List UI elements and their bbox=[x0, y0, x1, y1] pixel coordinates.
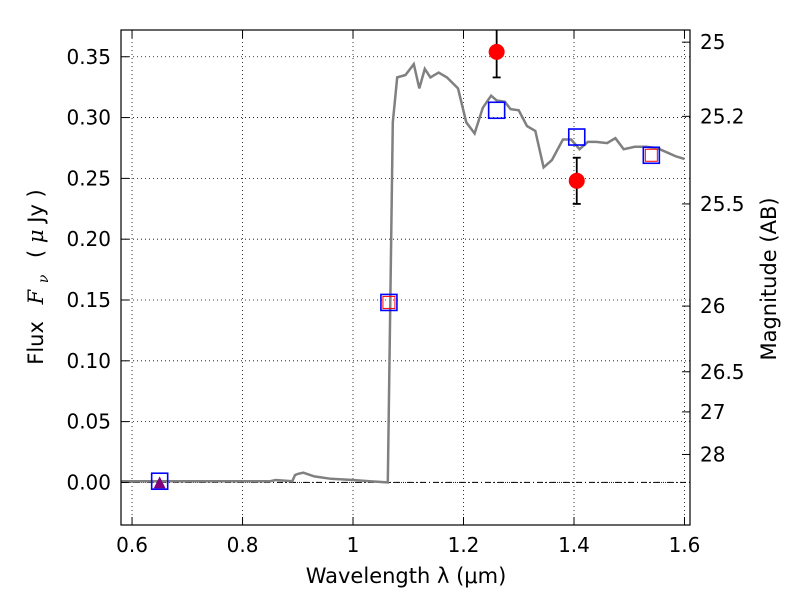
x-tick-label: 1.6 bbox=[669, 533, 701, 557]
data-marks bbox=[150, 30, 661, 491]
upper-limit-marker bbox=[153, 476, 166, 489]
observed-flux-point bbox=[488, 43, 505, 60]
y-tick-label: 0.15 bbox=[66, 288, 111, 312]
x-tick-label: 0.8 bbox=[227, 533, 259, 557]
y2-tick-label: 25.5 bbox=[700, 192, 745, 216]
y2-axis-label: Magnitude (AB) bbox=[757, 197, 781, 360]
model-inner-square bbox=[382, 295, 396, 309]
y-axis-label-unit-rest: Jy ) bbox=[24, 189, 48, 225]
y-tick-label: 0.25 bbox=[66, 166, 111, 190]
y-tick-label: 0.05 bbox=[66, 410, 111, 434]
model-inner-square bbox=[644, 148, 658, 162]
y-axis-label-subscript: ν bbox=[36, 274, 52, 283]
observed-flux-point bbox=[568, 172, 585, 189]
y2-tick-label: 25.2 bbox=[700, 104, 745, 128]
y-axis-label-unit-open: ( bbox=[24, 243, 48, 258]
x-tick-label: 0.6 bbox=[116, 533, 148, 557]
x-axis-label: Wavelength λ (μm) bbox=[306, 564, 507, 588]
model-bandpass-square bbox=[487, 101, 506, 120]
y-tick-label: 0.35 bbox=[66, 45, 111, 69]
y-axis-label-unit-mu: μ bbox=[24, 229, 48, 243]
y2-tick-label: 26 bbox=[700, 294, 725, 318]
model-bandpass-square bbox=[150, 472, 169, 491]
axis-ticks: 0.6 0.8 1 1.2 1.4 1.6 0.00 0.05 0.10 0.15 0.20 0.25… bbox=[66, 30, 745, 557]
y-axis-label-prefix: Flux bbox=[24, 321, 48, 365]
x-tick-label: 1 bbox=[347, 533, 360, 557]
x-tick-label: 1.2 bbox=[448, 533, 480, 557]
y-tick-label: 0.00 bbox=[66, 470, 111, 494]
y-axis-label: Flux F ν ( μ Jy ) bbox=[24, 189, 53, 365]
x-tick-label: 1.4 bbox=[558, 533, 590, 557]
y-tick-label: 0.10 bbox=[66, 349, 111, 373]
model-bandpass-square bbox=[567, 128, 586, 146]
y-tick-label: 0.20 bbox=[66, 227, 111, 251]
plot-frame bbox=[120, 29, 691, 526]
y-tick-label: 0.30 bbox=[66, 106, 111, 130]
y-axis-label-symbol: F bbox=[24, 288, 48, 305]
y2-tick-label: 27 bbox=[700, 400, 725, 424]
y2-tick-label: 25 bbox=[700, 30, 725, 54]
grid-lines bbox=[121, 30, 690, 525]
model-bandpass-square bbox=[380, 293, 398, 312]
y2-tick-label: 28 bbox=[700, 442, 725, 466]
model-spectrum-line bbox=[121, 61, 685, 484]
y2-tick-label: 26.5 bbox=[700, 360, 745, 384]
model-bandpass-square bbox=[642, 146, 661, 165]
